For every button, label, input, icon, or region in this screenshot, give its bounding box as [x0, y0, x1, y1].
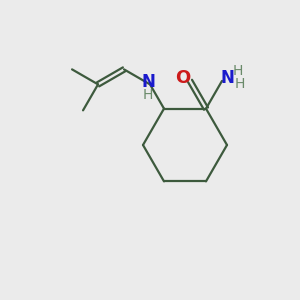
Text: N: N — [141, 74, 155, 92]
Text: H: H — [143, 88, 153, 102]
Text: H: H — [235, 77, 245, 91]
Text: O: O — [176, 69, 190, 87]
Text: H: H — [233, 64, 243, 78]
Text: N: N — [220, 69, 234, 87]
